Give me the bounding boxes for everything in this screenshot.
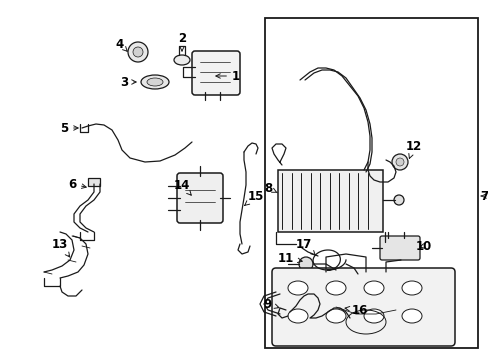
FancyBboxPatch shape xyxy=(271,268,454,346)
Text: 4: 4 xyxy=(116,37,127,51)
Text: 15: 15 xyxy=(244,189,264,206)
Text: 7: 7 xyxy=(479,189,487,202)
Ellipse shape xyxy=(401,281,421,295)
Circle shape xyxy=(393,195,403,205)
Ellipse shape xyxy=(141,75,169,89)
Ellipse shape xyxy=(174,55,190,65)
Text: 6: 6 xyxy=(68,177,86,190)
Ellipse shape xyxy=(363,281,383,295)
Circle shape xyxy=(133,47,142,57)
Text: 14: 14 xyxy=(173,179,191,195)
FancyBboxPatch shape xyxy=(177,173,223,223)
Text: 16: 16 xyxy=(345,303,367,316)
Text: 10: 10 xyxy=(415,239,431,252)
Text: 5: 5 xyxy=(60,122,78,135)
Text: 17: 17 xyxy=(295,238,315,256)
Ellipse shape xyxy=(325,309,346,323)
Bar xyxy=(88,178,100,186)
FancyBboxPatch shape xyxy=(379,236,419,260)
Text: 3: 3 xyxy=(120,76,136,89)
Text: 1: 1 xyxy=(215,69,240,82)
Text: 13: 13 xyxy=(52,238,69,257)
Ellipse shape xyxy=(287,281,307,295)
Text: 9: 9 xyxy=(264,297,278,310)
Ellipse shape xyxy=(325,281,346,295)
Ellipse shape xyxy=(287,309,307,323)
Circle shape xyxy=(391,154,407,170)
Text: 2: 2 xyxy=(178,32,185,51)
Circle shape xyxy=(395,158,403,166)
Text: 8: 8 xyxy=(264,181,277,194)
Text: 12: 12 xyxy=(405,140,421,158)
Text: 11: 11 xyxy=(277,252,302,265)
Ellipse shape xyxy=(147,78,163,86)
Bar xyxy=(264,18,477,348)
FancyBboxPatch shape xyxy=(192,51,240,95)
Circle shape xyxy=(128,42,148,62)
Ellipse shape xyxy=(401,309,421,323)
Bar xyxy=(278,170,382,232)
Circle shape xyxy=(298,257,312,271)
Ellipse shape xyxy=(363,309,383,323)
